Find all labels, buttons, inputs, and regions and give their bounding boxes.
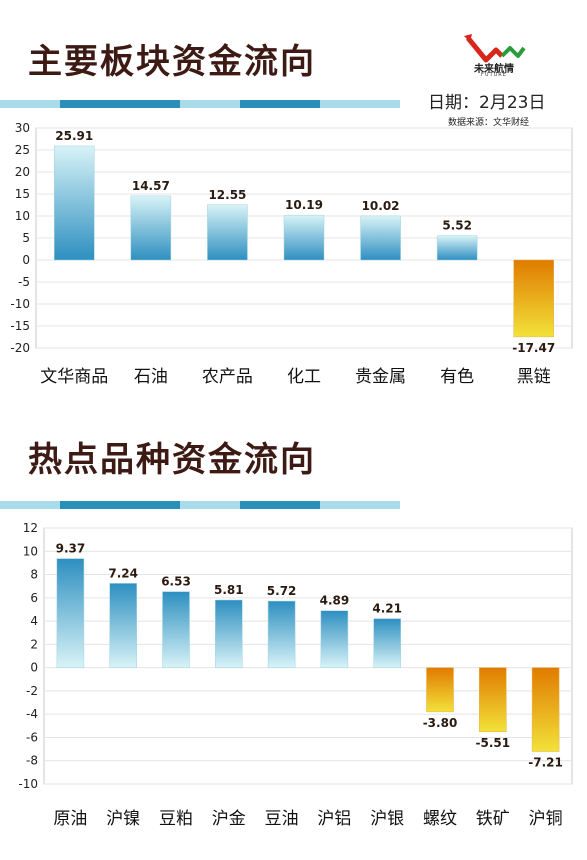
bar-沪镍 xyxy=(109,583,137,668)
logo-icon xyxy=(464,34,526,63)
y-tick-label: -15 xyxy=(10,319,30,333)
data-label: 12.55 xyxy=(208,188,246,202)
category-label: 农产品 xyxy=(202,367,253,387)
bar-豆粕 xyxy=(162,591,190,668)
y-tick-label: 12 xyxy=(23,521,38,535)
y-tick-label: 10 xyxy=(23,544,38,558)
title1-decor-stripe xyxy=(0,100,400,108)
y-tick-label: 2 xyxy=(30,637,38,651)
category-label: 铁矿 xyxy=(476,809,510,829)
bar-沪铝 xyxy=(320,610,349,668)
bar-沪铜 xyxy=(531,667,560,752)
data-label: -5.51 xyxy=(476,736,511,750)
category-label: 豆粕 xyxy=(159,809,193,829)
category-label: 有色 xyxy=(440,367,474,387)
data-label: 6.53 xyxy=(161,575,191,589)
category-label: 沪金 xyxy=(212,809,246,829)
data-label: 14.57 xyxy=(132,179,170,193)
data-label: -3.80 xyxy=(423,716,458,730)
y-tick-label: 4 xyxy=(30,614,38,628)
bar-豆油 xyxy=(267,600,296,668)
bar-铁矿 xyxy=(479,667,507,733)
category-label: 石油 xyxy=(134,367,168,387)
y-tick-label: -10 xyxy=(18,777,38,791)
title2-decor-stripe xyxy=(0,501,400,509)
bar-螺纹 xyxy=(426,667,454,713)
y-tick-label: 10 xyxy=(15,209,30,223)
chart1-title: 主要板块资金流向 xyxy=(28,42,316,82)
data-label: 10.19 xyxy=(285,198,323,212)
data-label: -17.47 xyxy=(512,341,555,355)
data-label: -7.21 xyxy=(528,756,563,770)
category-label: 文华商品 xyxy=(40,367,108,387)
sector-flow-chart: 30 25 20 15 10 5 0 -5 -10 -15 -20 25.91 文华商品 14.57 石油 1… xyxy=(10,121,573,387)
bar-黑链 xyxy=(513,259,554,338)
bar-原油 xyxy=(56,558,85,668)
category-label: 沪银 xyxy=(370,809,404,829)
y-tick-label: 15 xyxy=(15,187,30,201)
y-tick-label: 8 xyxy=(30,568,38,582)
data-label: 10.02 xyxy=(362,199,400,213)
data-label: 5.52 xyxy=(442,219,472,233)
y-tick-label: -4 xyxy=(26,707,38,721)
y-tick-label: 25 xyxy=(15,143,30,157)
y-tick-label: -2 xyxy=(26,684,38,698)
logo-text: 未来航情 xyxy=(474,64,514,75)
category-label: 原油 xyxy=(53,809,87,829)
y-tick-label: -20 xyxy=(10,341,30,355)
data-label: 4.89 xyxy=(320,594,350,608)
y-tick-label: -8 xyxy=(26,754,38,768)
y-tick-label: 0 xyxy=(22,253,30,267)
date-label: 日期：2月23日 xyxy=(428,93,546,113)
data-label: 7.24 xyxy=(108,566,138,580)
bar-沪金 xyxy=(215,599,243,668)
category-label: 沪铜 xyxy=(529,809,563,829)
bar-沪银 xyxy=(373,618,401,668)
y-tick-label: 6 xyxy=(30,591,38,605)
bar-化工 xyxy=(283,214,325,261)
data-label: 5.72 xyxy=(267,584,297,598)
category-label: 沪铝 xyxy=(317,809,351,829)
data-label: 5.81 xyxy=(214,583,244,597)
y-tick-label: -6 xyxy=(26,730,38,744)
y-tick-label: 20 xyxy=(15,165,30,179)
category-label: 豆油 xyxy=(265,809,299,829)
y-tick-label: 5 xyxy=(22,231,30,245)
bar-有色 xyxy=(436,235,478,261)
category-label: 沪镍 xyxy=(106,809,140,829)
y-tick-label: -10 xyxy=(10,297,30,311)
y-tick-label: 30 xyxy=(15,121,30,135)
data-label: 9.37 xyxy=(56,542,86,556)
category-label: 螺纹 xyxy=(423,809,457,829)
category-label: 化工 xyxy=(287,367,321,387)
chart2-title: 热点品种资金流向 xyxy=(28,440,316,480)
data-label: 4.21 xyxy=(372,602,402,616)
y-tick-label: 0 xyxy=(30,661,38,675)
category-label: 黑链 xyxy=(517,367,551,387)
bar-文华商品 xyxy=(54,145,95,261)
hot-commodity-flow-chart: 12 10 8 6 4 2 0 -2 -4 -6 -8 -10 9.37 原油 7.24 沪镍 6.53 豆粕 5.… xyxy=(18,521,573,829)
bar-农产品 xyxy=(207,204,248,261)
bar-石油 xyxy=(130,195,172,261)
y-tick-label: -5 xyxy=(18,275,30,289)
data-label: 25.91 xyxy=(55,129,93,143)
data-source-label: 数据来源：文华财经 xyxy=(448,118,530,128)
category-label: 贵金属 xyxy=(355,367,406,387)
logo-subtext: FUTURE xyxy=(481,72,507,78)
bar-贵金属 xyxy=(360,215,401,261)
